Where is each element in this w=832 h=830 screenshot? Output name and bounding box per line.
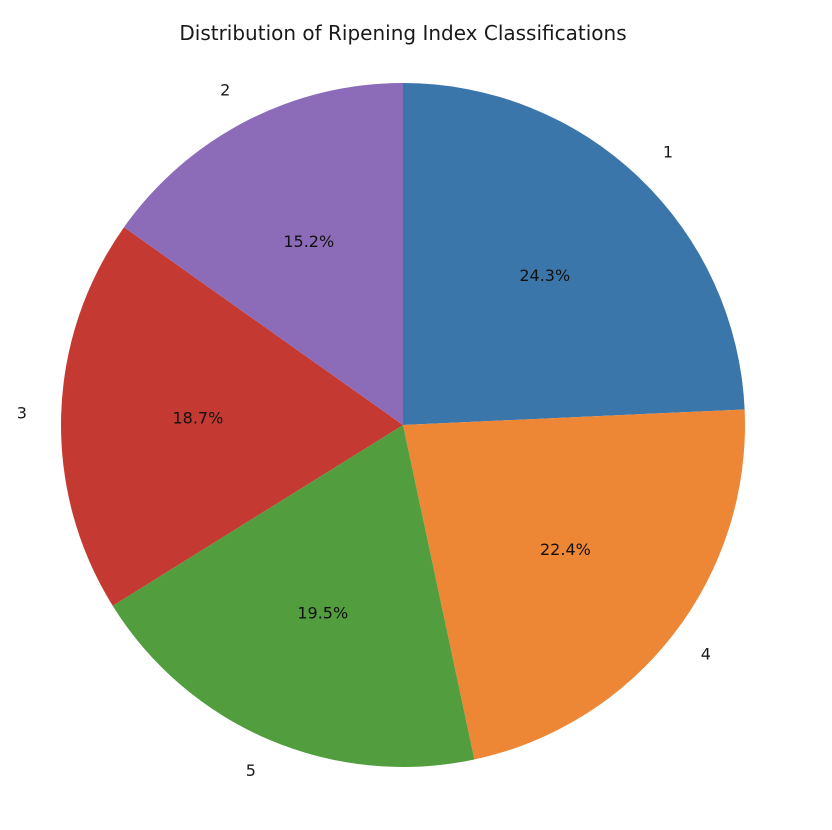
pie-slices [60,83,745,767]
pie-slice-2 [124,83,404,425]
slice-percent-5: 19.5% [297,603,348,622]
slice-label-2: 2 [220,80,230,99]
pie-slice-4 [403,409,745,760]
pie-slice-1 [403,83,745,425]
pie-labels: 1 24.3% 4 22.4% 5 19.5% 3 18.7% 2 15.2% [17,80,711,779]
slice-label-4: 4 [701,644,711,663]
slice-label-3: 3 [17,403,27,422]
slice-percent-1: 24.3% [519,266,570,285]
chart-title: Distribution of Ripening Index Classific… [179,21,626,45]
pie-slice-3 [60,227,403,606]
pie-slice-5 [112,425,475,767]
slice-label-5: 5 [246,761,256,780]
slice-percent-4: 22.4% [540,540,591,559]
slice-label-1: 1 [663,143,673,162]
slice-percent-2: 15.2% [283,232,334,251]
slice-percent-3: 18.7% [172,408,223,427]
